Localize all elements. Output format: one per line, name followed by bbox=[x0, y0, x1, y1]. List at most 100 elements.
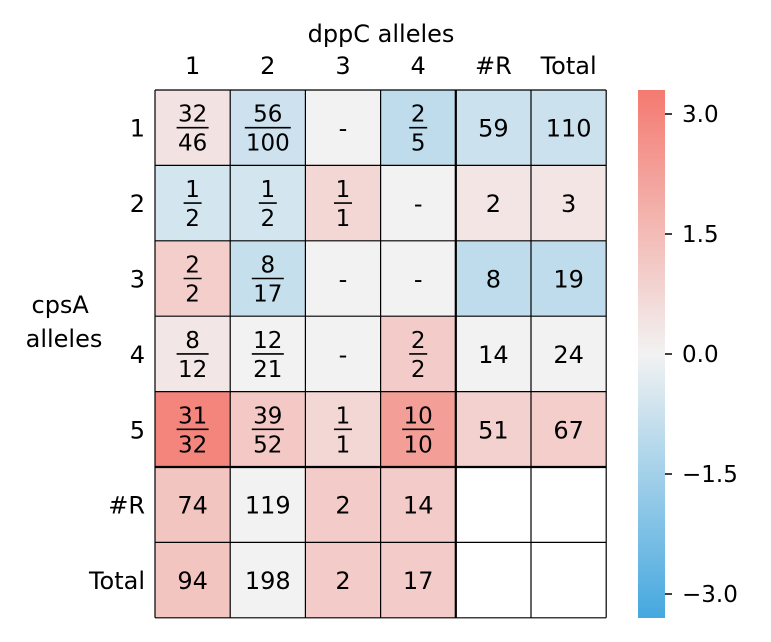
cell-numerator: 10 bbox=[404, 403, 433, 429]
cell-denominator: 1 bbox=[336, 206, 351, 232]
cell-denominator: 46 bbox=[178, 131, 207, 157]
heatmap-cell bbox=[531, 165, 607, 241]
cell-value: 17 bbox=[403, 567, 434, 595]
cell-numerator: 12 bbox=[253, 328, 282, 354]
cell-value: 119 bbox=[245, 492, 291, 520]
colorbar-tick-label: 0.0 bbox=[682, 342, 719, 368]
cell-value: 24 bbox=[553, 341, 584, 369]
colorbar-tick-label: −3.0 bbox=[682, 582, 738, 608]
cell-numerator: 1 bbox=[336, 403, 351, 429]
cell-denominator: 52 bbox=[253, 432, 282, 458]
cell-value: 110 bbox=[546, 115, 592, 143]
heatmap-cell bbox=[455, 391, 531, 467]
column-labels: 1 2 3 4 #R Total bbox=[185, 52, 597, 80]
heatmap-cell bbox=[380, 542, 456, 618]
column-label: Total bbox=[540, 52, 597, 80]
chart-title: dppC alleles bbox=[308, 20, 455, 48]
heatmap-cell bbox=[230, 542, 306, 618]
heatmap-cell bbox=[531, 240, 607, 317]
cell-numerator: 1 bbox=[260, 177, 275, 203]
heatmap-cell bbox=[305, 316, 381, 392]
cell-denominator: 100 bbox=[246, 131, 290, 157]
heatmap-cell bbox=[455, 467, 531, 543]
cell-denominator: 12 bbox=[178, 357, 207, 383]
cell-value: 67 bbox=[553, 416, 584, 444]
cell-value: 2 bbox=[335, 567, 350, 595]
heatmap-cell bbox=[380, 467, 456, 543]
cell-value: 8 bbox=[486, 266, 501, 294]
cell-numerator: 1 bbox=[185, 177, 200, 203]
heatmap-cell bbox=[455, 90, 531, 166]
y-axis-label: cpsA alleles bbox=[26, 291, 103, 353]
cell-value: - bbox=[339, 115, 348, 143]
heatmap-cell bbox=[155, 542, 231, 618]
y-axis-label-line1: cpsA bbox=[32, 291, 90, 319]
cell-value: 51 bbox=[478, 416, 509, 444]
row-label: 2 bbox=[130, 190, 145, 218]
column-label: #R bbox=[475, 52, 512, 80]
cell-denominator: 2 bbox=[185, 206, 200, 232]
heatmap-cell bbox=[455, 316, 531, 392]
heatmap-cell bbox=[305, 240, 381, 317]
cell-denominator: 10 bbox=[404, 432, 433, 458]
cell-numerator: 8 bbox=[260, 253, 275, 279]
cell-denominator: 1 bbox=[336, 432, 351, 458]
cell-denominator: 17 bbox=[253, 282, 282, 308]
heatmap-cells bbox=[155, 90, 607, 618]
cell-value: 19 bbox=[553, 266, 584, 294]
heatmap-cell bbox=[305, 542, 381, 618]
cell-denominator: 2 bbox=[260, 206, 275, 232]
heatmap-cell bbox=[305, 467, 381, 543]
row-label: Total bbox=[88, 567, 145, 595]
heatmap-cell bbox=[531, 391, 607, 467]
cell-numerator: 56 bbox=[253, 102, 282, 128]
cell-value: - bbox=[339, 341, 348, 369]
heatmap-cell bbox=[230, 467, 306, 543]
cell-denominator: 2 bbox=[411, 357, 426, 383]
colorbar bbox=[638, 90, 665, 618]
colorbar-ticks: 3.0 1.5 0.0 −1.5 −3.0 bbox=[665, 102, 738, 608]
cell-denominator: 32 bbox=[178, 432, 207, 458]
cell-value: 198 bbox=[245, 567, 291, 595]
cell-denominator: 2 bbox=[185, 282, 200, 308]
cell-value: 14 bbox=[403, 492, 434, 520]
heatmap-cell bbox=[455, 542, 531, 618]
heatmap-cell bbox=[455, 240, 531, 317]
cell-value: 3 bbox=[561, 190, 576, 218]
y-axis-label-line2: alleles bbox=[26, 325, 103, 353]
row-label: 3 bbox=[130, 266, 145, 294]
colorbar-tick-label: 3.0 bbox=[682, 102, 719, 128]
row-label: #R bbox=[108, 492, 145, 520]
cell-numerator: 2 bbox=[411, 328, 426, 354]
cell-value: 74 bbox=[177, 492, 208, 520]
column-label: 4 bbox=[411, 52, 426, 80]
row-label: 1 bbox=[130, 115, 145, 143]
colorbar-tick-label: 1.5 bbox=[682, 222, 719, 248]
heatmap-cell bbox=[531, 542, 607, 618]
row-label: 4 bbox=[130, 341, 145, 369]
row-labels: 1 2 3 4 5 #R Total bbox=[88, 115, 145, 595]
cell-numerator: 31 bbox=[178, 403, 207, 429]
cell-value: - bbox=[414, 266, 423, 294]
cell-numerator: 39 bbox=[253, 403, 282, 429]
cell-numerator: 8 bbox=[185, 328, 200, 354]
cell-numerator: 1 bbox=[336, 177, 351, 203]
heatmap-cell bbox=[305, 90, 381, 166]
column-label: 1 bbox=[185, 52, 200, 80]
heatmap-cell bbox=[380, 240, 456, 317]
cell-numerator: 2 bbox=[411, 102, 426, 128]
column-label: 2 bbox=[260, 52, 275, 80]
cell-numerator: 32 bbox=[178, 102, 207, 128]
row-label: 5 bbox=[130, 416, 145, 444]
grid-lines bbox=[154, 89, 607, 619]
cell-value: 14 bbox=[478, 341, 509, 369]
colorbar-tick-label: −1.5 bbox=[682, 462, 738, 488]
heatmap-cell bbox=[531, 467, 607, 543]
heatmap-cell bbox=[380, 165, 456, 241]
cell-value: 59 bbox=[478, 115, 509, 143]
cell-value: 2 bbox=[335, 492, 350, 520]
heatmap-cell bbox=[155, 467, 231, 543]
column-label: 3 bbox=[335, 52, 350, 80]
